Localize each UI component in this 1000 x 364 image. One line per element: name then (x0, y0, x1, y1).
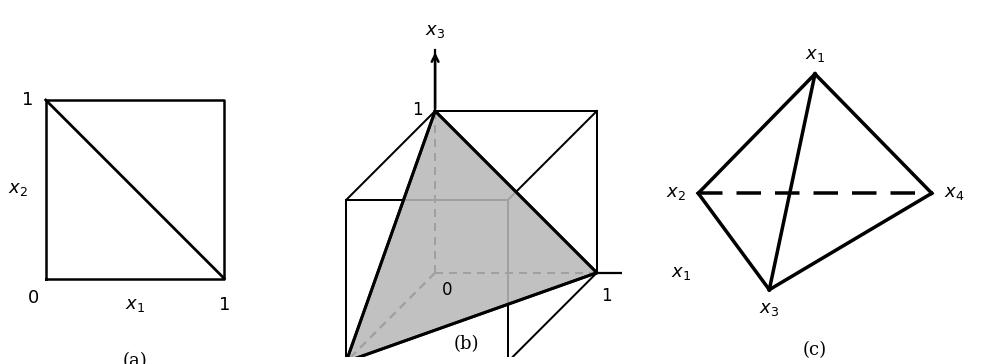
Text: $x_1$: $x_1$ (125, 296, 145, 314)
Text: $x_1$: $x_1$ (671, 264, 691, 282)
Text: $0$: $0$ (27, 289, 39, 307)
Text: $x_3$: $x_3$ (425, 22, 445, 40)
Text: $0$: $0$ (441, 282, 453, 299)
Text: (a): (a) (123, 352, 147, 364)
Text: (c): (c) (803, 341, 827, 359)
Text: $1$: $1$ (601, 288, 612, 305)
Text: $x_2$: $x_2$ (8, 180, 28, 198)
Text: $1$: $1$ (412, 103, 423, 119)
Text: $x_3$: $x_3$ (759, 300, 779, 318)
Text: (b): (b) (454, 335, 479, 353)
Text: $1$: $1$ (218, 296, 230, 314)
Polygon shape (346, 111, 597, 362)
Text: $x_1$: $x_1$ (805, 46, 825, 64)
Text: $1$: $1$ (21, 91, 33, 109)
Text: $x_2$: $x_2$ (666, 184, 686, 202)
Text: $x_4$: $x_4$ (944, 184, 965, 202)
